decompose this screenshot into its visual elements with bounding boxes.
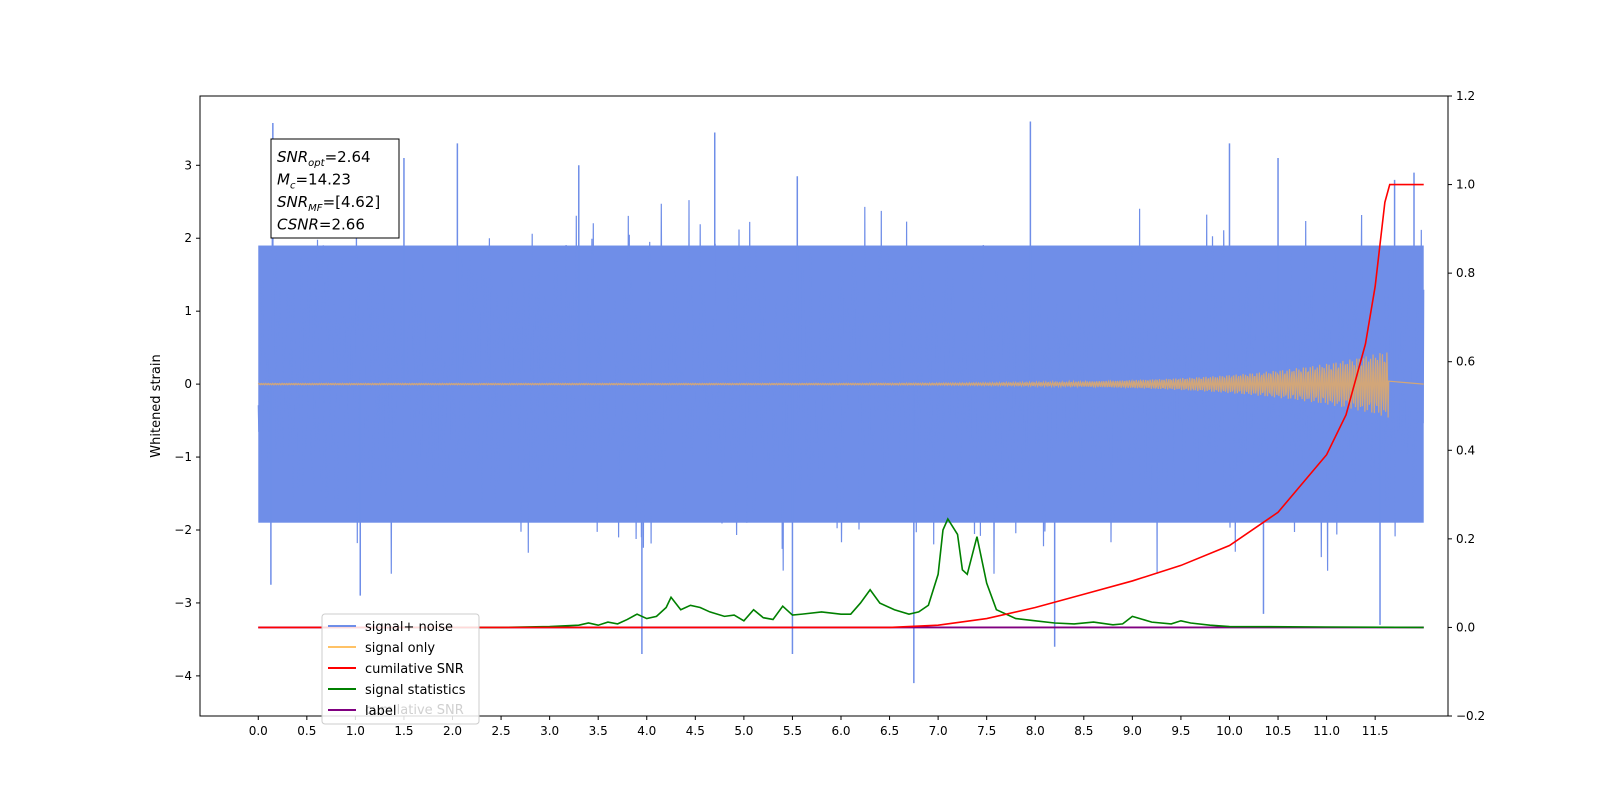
legend-label: label bbox=[365, 704, 396, 719]
plot-area bbox=[257, 121, 1425, 684]
y-axis-left: −4 −3 −2 −1 0 1 2 3 bbox=[174, 158, 200, 683]
y-axis-right: −0.2 0.0 0.2 0.4 0.6 0.8 1.0 1.2 bbox=[1448, 89, 1485, 723]
x-tick-label: 2.5 bbox=[492, 724, 511, 738]
x-tick-label: 3.5 bbox=[589, 724, 608, 738]
annotation-line: Mc=14.23 bbox=[277, 171, 351, 192]
y-left-tick-label: −3 bbox=[174, 596, 192, 610]
y-left-tick-label: −2 bbox=[174, 523, 192, 537]
y-axis-label: Whitened strain bbox=[149, 354, 164, 457]
plot-frame bbox=[199, 95, 1449, 717]
x-tick-label: 11.0 bbox=[1313, 724, 1340, 738]
y-right-tick-label: 0.8 bbox=[1456, 266, 1475, 280]
x-tick-label: 8.0 bbox=[1026, 724, 1045, 738]
series-cumulative-snr bbox=[258, 183, 1424, 629]
x-tick-label: 0.5 bbox=[297, 724, 316, 738]
y-left-tick-label: −1 bbox=[174, 450, 192, 464]
legend-label: signal+ noise bbox=[365, 620, 453, 635]
annotation-line: CSNR=2.66 bbox=[277, 216, 365, 234]
x-tick-label: 11.5 bbox=[1362, 724, 1389, 738]
noise-trace bbox=[257, 199, 1425, 574]
signal-only-trace bbox=[257, 352, 1424, 418]
y-left-tick-label: −4 bbox=[174, 669, 192, 683]
x-tick-label: 6.0 bbox=[831, 724, 850, 738]
legend: cumilative SNR signal+ noise signal only cu… bbox=[321, 613, 480, 725]
legend-faded-text: cumilative SNR bbox=[365, 703, 464, 718]
annotation-line: SNRMF=[4.62] bbox=[277, 193, 380, 214]
x-tick-label: 10.5 bbox=[1265, 724, 1292, 738]
y-left-tick-label: 3 bbox=[184, 158, 192, 172]
x-tick-label: 9.0 bbox=[1123, 724, 1142, 738]
x-tick-label: 7.0 bbox=[929, 724, 948, 738]
x-tick-label: 5.5 bbox=[783, 724, 802, 738]
y-right-tick-label: −0.2 bbox=[1456, 709, 1485, 723]
series-signal-statistics bbox=[403, 517, 1424, 629]
x-tick-label: 1.0 bbox=[346, 724, 365, 738]
x-tick-label: 4.0 bbox=[637, 724, 656, 738]
y-left-tick-label: 1 bbox=[184, 304, 192, 318]
x-tick-label: 4.5 bbox=[686, 724, 705, 738]
y-right-tick-label: 0.0 bbox=[1456, 620, 1475, 634]
x-tick-label: 8.5 bbox=[1074, 724, 1093, 738]
x-axis: 0.0 0.5 1.0 1.5 2.0 2.5 3.0 3.5 4.0 4.5 5.0 5.5 6.0 6… bbox=[249, 716, 1389, 738]
x-tick-label: 0.0 bbox=[249, 724, 268, 738]
x-tick-label: 1.5 bbox=[394, 724, 413, 738]
x-tick-label: 6.5 bbox=[880, 724, 899, 738]
series-signal-noise bbox=[257, 121, 1425, 684]
y-left-tick-label: 0 bbox=[184, 377, 192, 391]
legend-label: cumilative SNR bbox=[365, 662, 464, 677]
y-right-tick-label: 1.0 bbox=[1456, 178, 1475, 192]
x-tick-label: 5.0 bbox=[734, 724, 753, 738]
x-tick-label: 2.0 bbox=[443, 724, 462, 738]
series-signal-only bbox=[257, 352, 1424, 418]
y-left-tick-label: 2 bbox=[184, 231, 192, 245]
y-right-tick-label: 0.6 bbox=[1456, 355, 1475, 369]
annotation-line: SNRopt=2.64 bbox=[277, 148, 371, 169]
y-right-tick-label: 1.2 bbox=[1456, 89, 1475, 103]
y-right-tick-label: 0.2 bbox=[1456, 532, 1475, 546]
x-tick-label: 3.0 bbox=[540, 724, 559, 738]
x-tick-label: 10.0 bbox=[1216, 724, 1243, 738]
y-right-tick-label: 0.4 bbox=[1456, 443, 1475, 457]
legend-label: signal statistics bbox=[365, 683, 466, 698]
legend-label: signal only bbox=[365, 641, 435, 656]
x-tick-label: 9.5 bbox=[1171, 724, 1190, 738]
x-tick-label: 7.5 bbox=[977, 724, 996, 738]
